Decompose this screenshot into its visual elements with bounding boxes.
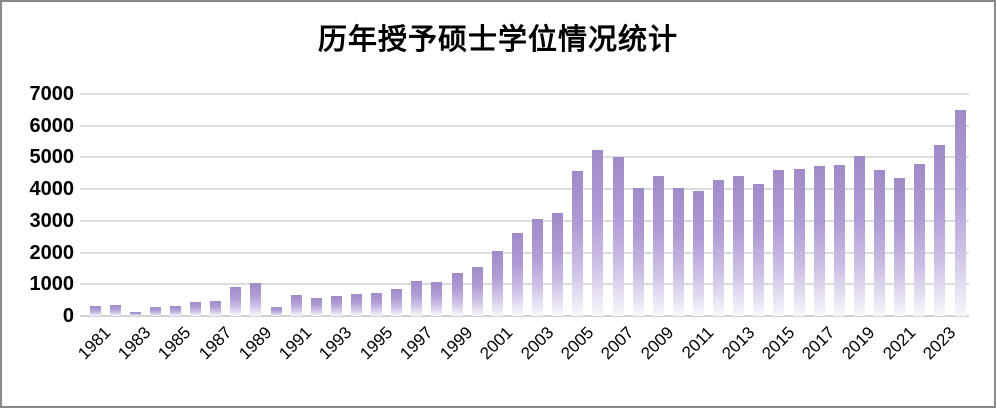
bar-2000	[471, 266, 483, 316]
bar-2001	[491, 251, 503, 316]
y-tick-label-6000: 6000	[29, 114, 75, 137]
bar-2008	[632, 187, 644, 316]
x-tick-label-2013: 2013	[717, 323, 759, 364]
gridline-6000	[80, 124, 969, 127]
y-tick-label-1000: 1000	[29, 273, 75, 296]
bar-1987	[210, 301, 222, 316]
x-tick-label-2003: 2003	[516, 323, 557, 364]
gridline-4000	[80, 188, 969, 191]
bar-2007	[612, 157, 624, 316]
bar-2005	[572, 170, 584, 316]
x-tick-label-2001: 2001	[476, 323, 517, 364]
x-tick-label-1995: 1995	[355, 323, 397, 364]
bar-2004	[552, 212, 564, 316]
gridline-3000	[80, 219, 969, 222]
x-tick-label-1991: 1991	[275, 323, 316, 364]
x-tick-label-2009: 2009	[637, 323, 678, 364]
gridline-7000	[80, 93, 969, 95]
y-tick-label-4000: 4000	[29, 178, 75, 201]
x-tick-label-2017: 2017	[798, 323, 839, 364]
bar-1999	[451, 272, 463, 316]
y-tick-label-7000: 7000	[29, 83, 75, 105]
bar-1995	[371, 292, 383, 316]
bar-1983	[129, 311, 141, 316]
bar-1990	[270, 307, 282, 316]
bar-2015	[773, 170, 785, 316]
bar-2017	[813, 165, 825, 316]
bar-1981	[89, 306, 101, 316]
bar-1996	[391, 289, 403, 316]
x-tick-label-1985: 1985	[154, 323, 195, 364]
bar-2011	[692, 191, 704, 316]
bar-1998	[431, 281, 443, 316]
bar-2003	[532, 219, 544, 316]
x-tick-label-2011: 2011	[678, 323, 718, 363]
bar-1992	[310, 298, 322, 316]
x-tick-label-1989: 1989	[235, 323, 276, 364]
bar-2016	[793, 169, 805, 316]
gridline-2000	[80, 251, 969, 254]
x-tick-label-1997: 1997	[396, 323, 437, 364]
bar-1982	[109, 305, 121, 316]
bar-2023	[934, 145, 946, 316]
x-tick-label-1983: 1983	[114, 323, 155, 364]
bar-1991	[290, 295, 302, 316]
bar-2024	[954, 109, 966, 316]
bar-2006	[592, 150, 604, 316]
bar-1986	[190, 302, 202, 316]
bar-1985	[169, 306, 181, 316]
x-tick-label-2023: 2023	[919, 323, 960, 364]
bar-2013	[733, 176, 745, 316]
bar-2022	[914, 164, 926, 316]
plot-area	[80, 93, 969, 317]
x-axis-line	[80, 315, 969, 317]
x-tick-label-2007: 2007	[597, 323, 638, 364]
bar-2018	[833, 165, 845, 316]
bar-2012	[713, 180, 725, 316]
bar-1994	[351, 294, 362, 316]
x-tick-label-2019: 2019	[838, 323, 879, 364]
bar-2010	[672, 188, 684, 316]
bar-2014	[753, 184, 765, 316]
bar-2009	[652, 176, 664, 316]
bar-1993	[330, 296, 342, 316]
x-tick-label-1993: 1993	[315, 323, 356, 364]
y-tick-label-2000: 2000	[29, 241, 75, 264]
bar-1984	[149, 307, 161, 316]
x-tick-label-1999: 1999	[436, 323, 477, 364]
bar-2020	[874, 169, 886, 316]
x-tick-label-2021: 2021	[878, 323, 920, 364]
bar-1989	[250, 282, 262, 316]
bar-1997	[411, 281, 423, 316]
gridline-5000	[80, 156, 969, 159]
chart-title: 历年授予硕士学位情况统计	[317, 24, 678, 56]
x-tick-label-1981: 1981	[74, 323, 115, 364]
y-tick-label-0: 0	[62, 305, 74, 327]
gridline-1000	[80, 283, 969, 286]
bar-2019	[853, 156, 865, 316]
y-tick-label-5000: 5000	[29, 146, 75, 169]
bar-1988	[230, 287, 242, 316]
x-tick-label-1987: 1987	[194, 323, 236, 364]
bar-2002	[511, 232, 523, 316]
bar-2021	[894, 178, 906, 316]
x-tick-label-2015: 2015	[758, 323, 799, 364]
x-tick-label-2005: 2005	[557, 323, 598, 364]
y-tick-label-3000: 3000	[29, 209, 75, 232]
